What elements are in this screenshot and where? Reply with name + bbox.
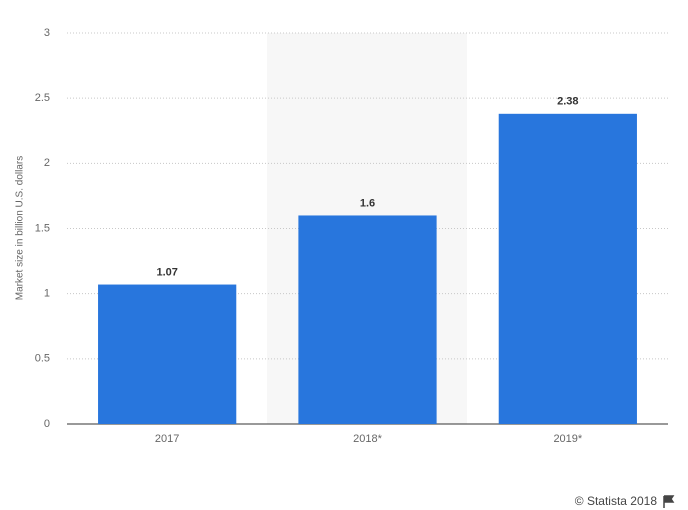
x-tick-label: 2017	[155, 433, 179, 445]
x-tick-label: 2019*	[553, 433, 582, 445]
y-tick-label: 0.5	[35, 353, 50, 365]
y-tick-label: 2.5	[35, 92, 50, 104]
credit: © Statista 2018	[575, 494, 658, 508]
y-axis-label: Market size in billion U.S. dollars	[15, 156, 26, 301]
bar	[298, 215, 437, 424]
value-label: 1.6	[360, 197, 375, 209]
flag-icon	[663, 495, 675, 508]
y-tick-label: 0	[44, 418, 50, 430]
y-tick-label: 2	[44, 157, 50, 169]
value-label: 2.38	[557, 96, 578, 108]
value-label: 1.07	[156, 266, 177, 278]
y-tick-label: 3	[44, 27, 50, 39]
bar	[498, 113, 637, 424]
bar	[98, 284, 237, 424]
y-tick-label: 1.5	[35, 222, 50, 234]
y-tick-label: 1	[44, 288, 50, 300]
x-tick-label: 2018*	[353, 433, 382, 445]
